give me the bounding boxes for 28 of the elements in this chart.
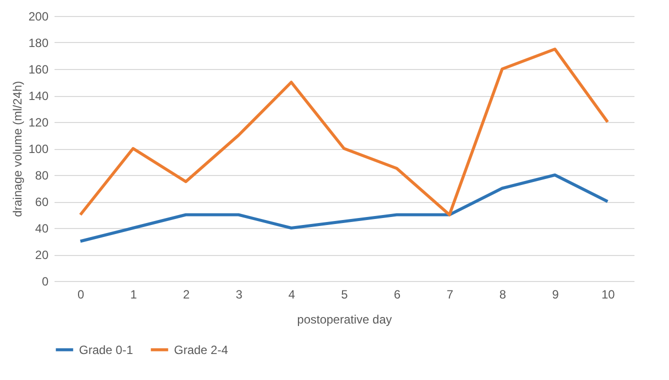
y-tick-label: 100 xyxy=(28,142,49,156)
x-tick-label: 0 xyxy=(78,288,85,302)
x-tick-label: 2 xyxy=(182,288,190,302)
y-tick-label: 140 xyxy=(28,89,49,103)
x-tick-label: 10 xyxy=(601,288,616,302)
y-tick-label: 160 xyxy=(28,62,49,76)
x-tick-label: 4 xyxy=(288,288,296,302)
x-tick-label: 9 xyxy=(552,288,560,302)
x-axis-title: postoperative day xyxy=(297,312,392,326)
y-tick-label: 0 xyxy=(42,274,49,288)
y-tick-label: 180 xyxy=(28,36,49,50)
x-tick-label: 1 xyxy=(130,288,138,302)
line-series xyxy=(78,174,610,243)
x-tick-label: 6 xyxy=(394,288,401,302)
legend-label: Grade 0-1 xyxy=(79,342,134,357)
y-tick-label: 120 xyxy=(28,116,49,130)
x-tick-label: 3 xyxy=(236,288,243,302)
line-series xyxy=(78,48,610,216)
legend-label: Grade 2-4 xyxy=(174,342,228,357)
x-tick-label: 5 xyxy=(341,288,348,302)
y-tick-label: 60 xyxy=(35,195,49,209)
y-tick-label: 20 xyxy=(35,248,49,262)
x-tick-label: 8 xyxy=(499,288,506,302)
y-tick-label: 40 xyxy=(35,222,49,236)
y-tick-label: 80 xyxy=(35,168,49,182)
x-tick-label: 7 xyxy=(446,288,454,302)
y-axis-title: drainage volume (ml/24h) xyxy=(10,80,24,218)
y-tick-label: 200 xyxy=(28,10,49,24)
